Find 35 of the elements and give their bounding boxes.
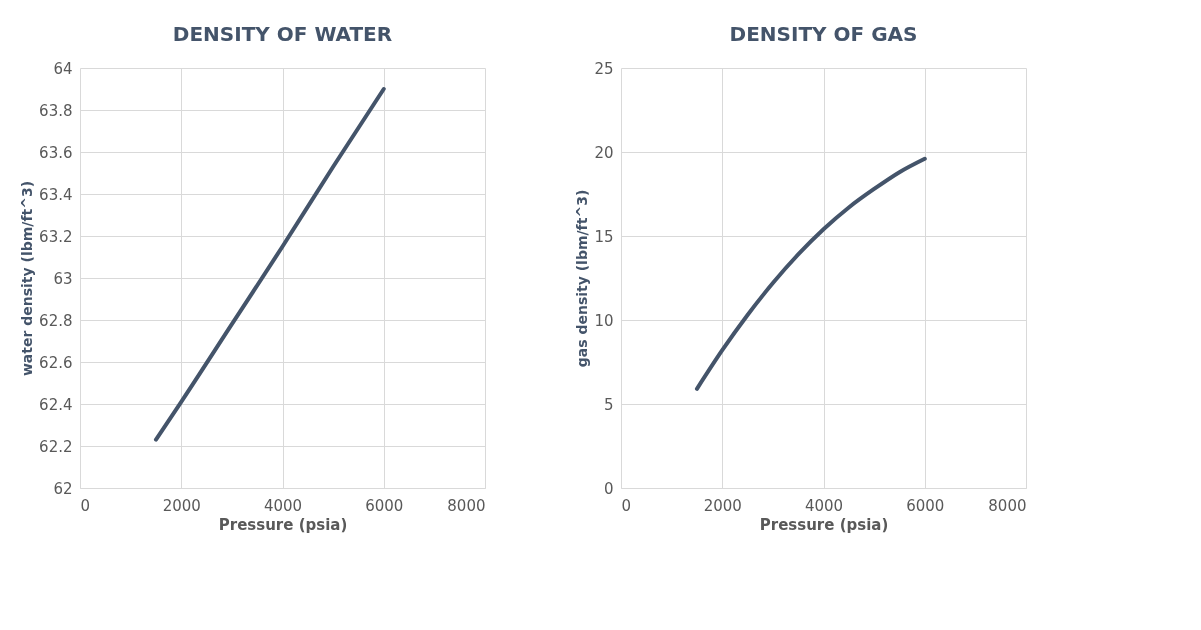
x-tick-label: 2000 bbox=[703, 496, 742, 515]
y-tick-label: 63.6 bbox=[39, 143, 73, 162]
y-tick-label: 63.8 bbox=[39, 101, 73, 120]
line-series bbox=[694, 156, 927, 391]
y-tick-label: 62.2 bbox=[39, 437, 73, 456]
y-tick-label: 0 bbox=[603, 479, 614, 498]
y-tick-label: 10 bbox=[594, 311, 614, 330]
y-tick-label: 63 bbox=[53, 269, 73, 288]
chart-title: DENSITY OF WATER bbox=[172, 22, 393, 46]
y-tick-label: 15 bbox=[594, 227, 614, 246]
chart-title: DENSITY OF GAS bbox=[729, 22, 918, 46]
x-axis-title: Pressure (psia) bbox=[759, 515, 889, 534]
x-tick-label: 0 bbox=[621, 496, 632, 515]
x-tick-label: 6000 bbox=[906, 496, 945, 515]
y-tick-label: 20 bbox=[594, 143, 614, 162]
x-tick-label: 6000 bbox=[365, 496, 404, 515]
x-tick-label: 4000 bbox=[804, 496, 844, 515]
y-tick-label: 5 bbox=[603, 395, 614, 414]
x-tick-label: 4000 bbox=[263, 496, 303, 515]
y-tick-label: 63.2 bbox=[39, 227, 73, 246]
x-tick-label: 8000 bbox=[447, 496, 486, 515]
y-axis-title: gas density (lbm/ft^3) bbox=[574, 189, 591, 368]
y-axis-title: water density (lbm/ft^3) bbox=[19, 180, 36, 377]
x-tick-label: 2000 bbox=[162, 496, 201, 515]
y-tick-label: 62.6 bbox=[39, 353, 73, 372]
y-tick-label: 62.8 bbox=[39, 311, 73, 330]
line-series bbox=[153, 87, 386, 442]
y-tick-label: 25 bbox=[594, 59, 614, 78]
y-tick-label: 64 bbox=[53, 59, 73, 78]
x-tick-label: 0 bbox=[80, 496, 91, 515]
x-axis-title: Pressure (psia) bbox=[218, 515, 348, 534]
y-tick-label: 62.4 bbox=[39, 395, 73, 414]
y-tick-label: 63.4 bbox=[39, 185, 73, 204]
y-tick-label: 62 bbox=[53, 479, 73, 498]
x-tick-label: 8000 bbox=[988, 496, 1027, 515]
